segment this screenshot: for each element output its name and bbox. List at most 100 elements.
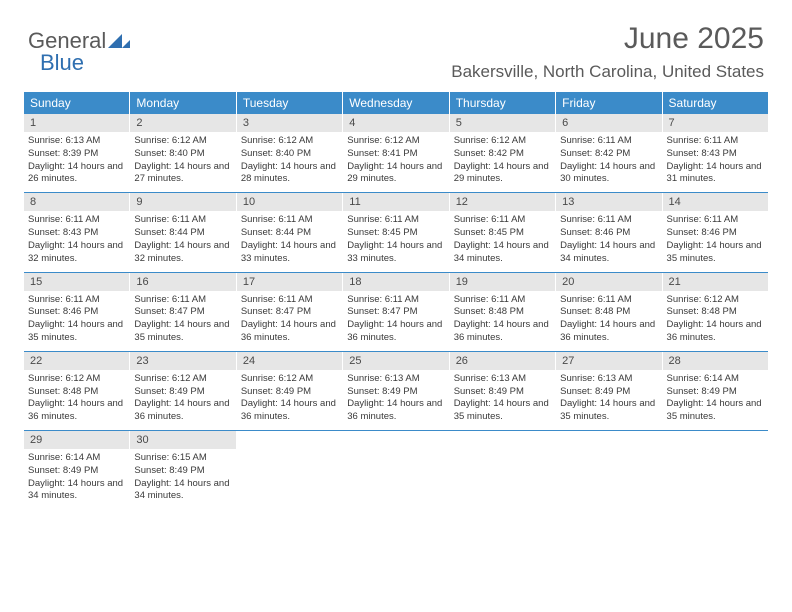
day-number: 22 [24,352,129,370]
day-cell: 19Sunrise: 6:11 AMSunset: 8:48 PMDayligh… [450,273,556,351]
day-number: 16 [130,273,235,291]
day-body: Sunrise: 6:12 AMSunset: 8:49 PMDaylight:… [130,370,235,430]
day-cell [343,431,449,509]
day-number: 9 [130,193,235,211]
day-body: Sunrise: 6:12 AMSunset: 8:49 PMDaylight:… [237,370,342,430]
day-number: 11 [343,193,448,211]
week-row: 22Sunrise: 6:12 AMSunset: 8:48 PMDayligh… [24,352,768,431]
day-number: 26 [450,352,555,370]
day-number [556,431,661,449]
day-cell: 18Sunrise: 6:11 AMSunset: 8:47 PMDayligh… [343,273,449,351]
logo-line2: Blue [40,50,84,76]
day-body: Sunrise: 6:12 AMSunset: 8:40 PMDaylight:… [130,132,235,192]
day-number: 18 [343,273,448,291]
day-cell: 13Sunrise: 6:11 AMSunset: 8:46 PMDayligh… [556,193,662,271]
day-body: Sunrise: 6:11 AMSunset: 8:46 PMDaylight:… [556,211,661,271]
day-number: 24 [237,352,342,370]
day-body: Sunrise: 6:11 AMSunset: 8:47 PMDaylight:… [130,291,235,351]
day-number: 28 [663,352,768,370]
day-number: 30 [130,431,235,449]
day-cell [237,431,343,509]
day-body: Sunrise: 6:11 AMSunset: 8:46 PMDaylight:… [663,211,768,271]
weekday-friday: Friday [556,92,662,114]
day-body: Sunrise: 6:14 AMSunset: 8:49 PMDaylight:… [24,449,129,509]
day-cell: 9Sunrise: 6:11 AMSunset: 8:44 PMDaylight… [130,193,236,271]
day-number: 21 [663,273,768,291]
day-body: Sunrise: 6:11 AMSunset: 8:44 PMDaylight:… [130,211,235,271]
day-body: Sunrise: 6:13 AMSunset: 8:49 PMDaylight:… [556,370,661,430]
weekday-wednesday: Wednesday [343,92,449,114]
day-cell: 22Sunrise: 6:12 AMSunset: 8:48 PMDayligh… [24,352,130,430]
day-number: 13 [556,193,661,211]
day-body: Sunrise: 6:12 AMSunset: 8:40 PMDaylight:… [237,132,342,192]
day-number: 2 [130,114,235,132]
day-number: 19 [450,273,555,291]
weekday-monday: Monday [130,92,236,114]
day-body: Sunrise: 6:11 AMSunset: 8:47 PMDaylight:… [343,291,448,351]
day-cell: 1Sunrise: 6:13 AMSunset: 8:39 PMDaylight… [24,114,130,192]
calendar: SundayMondayTuesdayWednesdayThursdayFrid… [24,92,768,509]
day-cell: 5Sunrise: 6:12 AMSunset: 8:42 PMDaylight… [450,114,556,192]
day-cell: 28Sunrise: 6:14 AMSunset: 8:49 PMDayligh… [663,352,768,430]
day-cell: 12Sunrise: 6:11 AMSunset: 8:45 PMDayligh… [450,193,556,271]
logo-sail-icon [108,34,122,48]
day-body: Sunrise: 6:12 AMSunset: 8:48 PMDaylight:… [663,291,768,351]
weekday-header: SundayMondayTuesdayWednesdayThursdayFrid… [24,92,768,114]
day-number: 10 [237,193,342,211]
weekday-sunday: Sunday [24,92,130,114]
day-body: Sunrise: 6:14 AMSunset: 8:49 PMDaylight:… [663,370,768,430]
day-body: Sunrise: 6:13 AMSunset: 8:39 PMDaylight:… [24,132,129,192]
day-cell: 6Sunrise: 6:11 AMSunset: 8:42 PMDaylight… [556,114,662,192]
day-body: Sunrise: 6:11 AMSunset: 8:47 PMDaylight:… [237,291,342,351]
day-body: Sunrise: 6:11 AMSunset: 8:43 PMDaylight:… [663,132,768,192]
day-cell: 27Sunrise: 6:13 AMSunset: 8:49 PMDayligh… [556,352,662,430]
weeks-container: 1Sunrise: 6:13 AMSunset: 8:39 PMDaylight… [24,114,768,509]
day-body: Sunrise: 6:11 AMSunset: 8:48 PMDaylight:… [450,291,555,351]
day-cell: 23Sunrise: 6:12 AMSunset: 8:49 PMDayligh… [130,352,236,430]
day-number: 15 [24,273,129,291]
day-body: Sunrise: 6:12 AMSunset: 8:48 PMDaylight:… [24,370,129,430]
day-cell: 16Sunrise: 6:11 AMSunset: 8:47 PMDayligh… [130,273,236,351]
day-number: 17 [237,273,342,291]
day-cell: 14Sunrise: 6:11 AMSunset: 8:46 PMDayligh… [663,193,768,271]
logo-blue: Blue [40,50,84,76]
day-cell: 29Sunrise: 6:14 AMSunset: 8:49 PMDayligh… [24,431,130,509]
day-cell: 10Sunrise: 6:11 AMSunset: 8:44 PMDayligh… [237,193,343,271]
day-cell: 7Sunrise: 6:11 AMSunset: 8:43 PMDaylight… [663,114,768,192]
day-body: Sunrise: 6:11 AMSunset: 8:44 PMDaylight:… [237,211,342,271]
day-number: 12 [450,193,555,211]
day-cell: 2Sunrise: 6:12 AMSunset: 8:40 PMDaylight… [130,114,236,192]
day-body: Sunrise: 6:11 AMSunset: 8:48 PMDaylight:… [556,291,661,351]
day-cell: 26Sunrise: 6:13 AMSunset: 8:49 PMDayligh… [450,352,556,430]
day-cell: 25Sunrise: 6:13 AMSunset: 8:49 PMDayligh… [343,352,449,430]
day-number: 25 [343,352,448,370]
day-number: 4 [343,114,448,132]
day-number: 27 [556,352,661,370]
week-row: 1Sunrise: 6:13 AMSunset: 8:39 PMDaylight… [24,114,768,193]
day-cell: 21Sunrise: 6:12 AMSunset: 8:48 PMDayligh… [663,273,768,351]
day-cell: 24Sunrise: 6:12 AMSunset: 8:49 PMDayligh… [237,352,343,430]
day-body: Sunrise: 6:11 AMSunset: 8:43 PMDaylight:… [24,211,129,271]
day-body: Sunrise: 6:12 AMSunset: 8:42 PMDaylight:… [450,132,555,192]
day-number: 5 [450,114,555,132]
day-body: Sunrise: 6:12 AMSunset: 8:41 PMDaylight:… [343,132,448,192]
day-cell: 20Sunrise: 6:11 AMSunset: 8:48 PMDayligh… [556,273,662,351]
day-cell: 3Sunrise: 6:12 AMSunset: 8:40 PMDaylight… [237,114,343,192]
week-row: 15Sunrise: 6:11 AMSunset: 8:46 PMDayligh… [24,273,768,352]
logo-sail2-icon [122,40,130,48]
day-cell: 15Sunrise: 6:11 AMSunset: 8:46 PMDayligh… [24,273,130,351]
weekday-saturday: Saturday [663,92,768,114]
day-cell [663,431,768,509]
day-body: Sunrise: 6:11 AMSunset: 8:45 PMDaylight:… [343,211,448,271]
day-number [343,431,448,449]
week-row: 29Sunrise: 6:14 AMSunset: 8:49 PMDayligh… [24,431,768,509]
day-number: 8 [24,193,129,211]
day-cell: 11Sunrise: 6:11 AMSunset: 8:45 PMDayligh… [343,193,449,271]
day-body: Sunrise: 6:13 AMSunset: 8:49 PMDaylight:… [343,370,448,430]
day-body: Sunrise: 6:15 AMSunset: 8:49 PMDaylight:… [130,449,235,509]
day-number [450,431,555,449]
page-title: June 2025 [624,22,764,56]
day-body: Sunrise: 6:11 AMSunset: 8:45 PMDaylight:… [450,211,555,271]
day-cell: 30Sunrise: 6:15 AMSunset: 8:49 PMDayligh… [130,431,236,509]
day-body: Sunrise: 6:11 AMSunset: 8:46 PMDaylight:… [24,291,129,351]
